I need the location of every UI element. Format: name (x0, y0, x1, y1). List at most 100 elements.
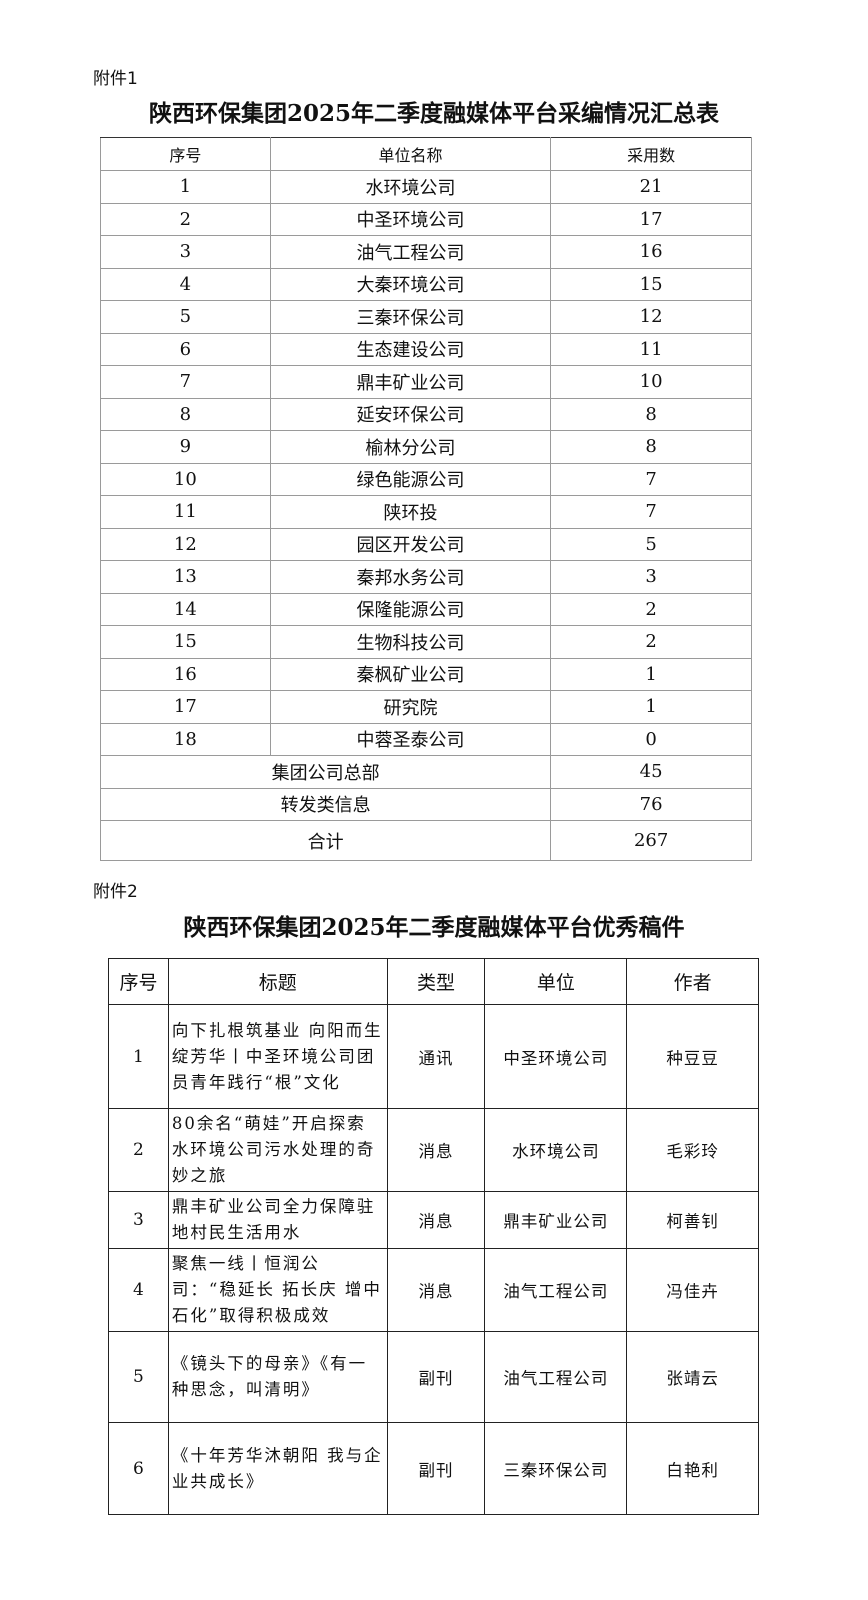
row-index: 17 (100, 690, 271, 724)
header-title: 标题 (167, 958, 388, 1005)
row-index: 13 (100, 560, 271, 594)
adopted-count: 7 (550, 495, 752, 529)
row-index: 3 (108, 1191, 169, 1249)
adopted-count: 45 (550, 755, 752, 789)
row-index: 11 (100, 495, 271, 529)
row-index: 5 (108, 1331, 169, 1423)
article-type: 通讯 (386, 1004, 486, 1109)
article-title: 向下扎根筑基业 向阳而生绽芳华丨中圣环境公司团员青年践行“根”文化 (167, 1004, 388, 1109)
unit-name: 转发类信息 (99, 787, 552, 821)
total-row: 合计 267 (99, 820, 752, 861)
table-row: 4 大秦环境公司 15 (100, 267, 752, 301)
row-index: 6 (100, 332, 271, 366)
table-row: 6 生态建设公司 11 (100, 332, 752, 366)
article-unit: 油气工程公司 (484, 1248, 628, 1332)
header-index: 序号 (100, 137, 271, 171)
summary-table: 序号 单位名称 采用数 1 水环境公司 21 2 中圣环境公司 17 3 油气工程公司 16 4 大… (99, 137, 752, 861)
adopted-count: 12 (550, 300, 752, 334)
total-label: 合计 (99, 820, 552, 861)
unit-name: 榆林分公司 (269, 430, 552, 464)
unit-name: 秦邦水务公司 (269, 560, 552, 594)
unit-name: 油气工程公司 (269, 235, 552, 269)
adopted-count: 5 (550, 527, 752, 561)
adopted-count: 21 (550, 170, 752, 204)
adopted-count: 15 (550, 267, 752, 301)
total-count: 267 (550, 820, 752, 861)
adopted-count: 3 (550, 560, 752, 594)
table-row: 3 油气工程公司 16 (100, 235, 752, 269)
table-row: 13 秦邦水务公司 3 (100, 560, 752, 594)
table-row: 14 保隆能源公司 2 (100, 592, 752, 626)
adopted-count: 11 (550, 332, 752, 366)
row-index: 5 (100, 300, 271, 334)
unit-name: 保隆能源公司 (269, 592, 552, 626)
article-author: 张靖云 (626, 1331, 759, 1423)
table-row: 9 榆林分公司 8 (100, 430, 752, 464)
row-index: 1 (108, 1004, 169, 1109)
row-index: 9 (100, 430, 271, 464)
unit-name: 延安环保公司 (269, 397, 552, 431)
row-index: 1 (100, 170, 271, 204)
article-author: 白艳利 (626, 1422, 759, 1515)
unit-name: 大秦环境公司 (269, 267, 552, 301)
article-type: 副刊 (386, 1331, 486, 1423)
article-type: 副刊 (386, 1422, 486, 1515)
article-author: 毛彩玲 (626, 1108, 759, 1192)
unit-name: 中圣环境公司 (269, 202, 552, 236)
article-unit: 水环境公司 (484, 1108, 628, 1192)
adopted-count: 0 (550, 722, 752, 756)
unit-name: 陕环投 (269, 495, 552, 529)
unit-name: 研究院 (269, 690, 552, 724)
table-row: 3 鼎丰矿业公司全力保障驻地村民生活用水 消息 鼎丰矿业公司 柯善钊 (108, 1191, 759, 1249)
table-row: 2 80余名“萌娃”开启探索水环境公司污水处理的奇妙之旅 消息 水环境公司 毛彩玲 (108, 1108, 759, 1192)
row-index: 15 (100, 625, 271, 659)
header-unit: 单位名称 (269, 137, 552, 171)
table-row: 5 《镜头下的母亲》《有一种思念，叫清明》 副刊 油气工程公司 张靖云 (108, 1331, 759, 1423)
table-row: 4 聚焦一线丨恒润公司：“稳延长 拓长庆 增中石化”取得积极成效 消息 油气工程公司冯… (108, 1248, 759, 1332)
unit-name: 绿色能源公司 (269, 462, 552, 496)
header-unit: 单位 (484, 958, 628, 1005)
article-title: 鼎丰矿业公司全力保障驻地村民生活用水 (167, 1191, 388, 1249)
unit-name: 秦枫矿业公司 (269, 657, 552, 691)
table-row: 15 生物科技公司 2 (100, 625, 752, 659)
row-index: 12 (100, 527, 271, 561)
article-author: 柯善钊 (626, 1191, 759, 1249)
excellent-articles-table: 序号 标题 类型 单位 作者 1 向下扎根筑基业 向阳而生绽芳华丨中圣环境公司团员… (108, 958, 759, 1515)
adopted-count: 1 (550, 690, 752, 724)
unit-name: 集团公司总部 (99, 755, 552, 789)
table-row: 8 延安环保公司 8 (100, 397, 752, 431)
article-type: 消息 (386, 1108, 486, 1192)
article-title: 聚焦一线丨恒润公司：“稳延长 拓长庆 增中石化”取得积极成效 (167, 1248, 388, 1332)
row-index: 10 (100, 462, 271, 496)
header-index: 序号 (108, 958, 169, 1005)
unit-name: 生物科技公司 (269, 625, 552, 659)
article-unit: 三秦环保公司 (484, 1422, 628, 1515)
table-row: 5 三秦环保公司 12 (100, 300, 752, 334)
row-index: 2 (108, 1108, 169, 1192)
row-index: 2 (100, 202, 271, 236)
table-row: 16 秦枫矿业公司 1 (100, 657, 752, 691)
article-unit: 中圣环境公司 (484, 1004, 628, 1109)
row-index: 4 (108, 1248, 169, 1332)
table-header-row: 序号 标题 类型 单位 作者 (108, 958, 759, 1005)
row-index: 8 (100, 397, 271, 431)
table-row: 12 园区开发公司 5 (100, 527, 752, 561)
table-row: 集团公司总部 45 (99, 755, 752, 789)
row-index: 18 (100, 722, 271, 756)
adopted-count: 2 (550, 625, 752, 659)
adopted-count: 8 (550, 397, 752, 431)
unit-name: 三秦环保公司 (269, 300, 552, 334)
article-unit: 油气工程公司 (484, 1331, 628, 1423)
table-row: 转发类信息 76 (99, 787, 752, 821)
unit-name: 中蓉圣泰公司 (269, 722, 552, 756)
row-index: 3 (100, 235, 271, 269)
row-index: 4 (100, 267, 271, 301)
table-row: 10 绿色能源公司 7 (100, 462, 752, 496)
annex1-title: 陕西环保集团2025年二季度融媒体平台采编情况汇总表 (148, 100, 719, 127)
adopted-count: 10 (550, 365, 752, 399)
adopted-count: 7 (550, 462, 752, 496)
adopted-count: 1 (550, 657, 752, 691)
article-author: 冯佳卉 (626, 1248, 759, 1332)
table-row: 11 陕环投 7 (100, 495, 752, 529)
table-row: 2 中圣环境公司 17 (100, 202, 752, 236)
